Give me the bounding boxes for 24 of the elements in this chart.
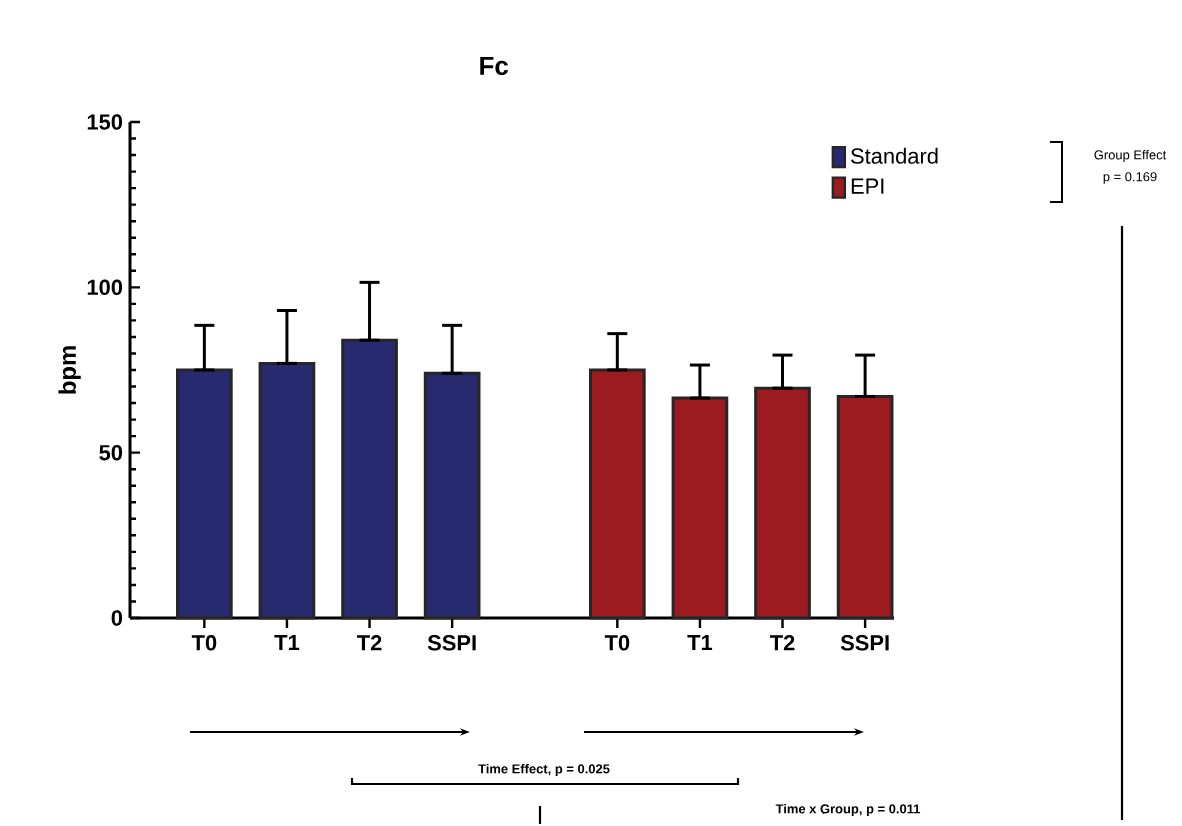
legend-label: EPI <box>851 179 884 195</box>
chart-title: Fc <box>480 57 509 76</box>
bar <box>671 397 729 620</box>
x-tick-label: T1 <box>687 635 713 651</box>
y-tick-label: 100 <box>87 280 123 296</box>
bar <box>423 372 481 620</box>
x-tick-label: T1 <box>274 635 300 651</box>
x-tick-label: T0 <box>604 635 630 651</box>
y-tick-label: 0 <box>111 610 123 627</box>
x-tick-label: SSPI <box>840 635 889 651</box>
x-tick-label: SSPI <box>427 635 476 651</box>
legend-label: Standard <box>851 148 938 165</box>
bar <box>836 395 894 620</box>
bar <box>341 339 398 620</box>
x-tick-label: T2 <box>769 635 795 651</box>
x-tick-label: T0 <box>191 635 217 651</box>
x-tick-label: T2 <box>357 635 382 651</box>
bar <box>588 368 646 620</box>
y-tick-label: 150 <box>87 114 123 131</box>
bar <box>258 362 316 620</box>
y-tick-label: 50 <box>99 445 123 461</box>
y-axis-title: bpm <box>58 346 81 395</box>
bar <box>176 368 233 620</box>
bar <box>754 387 811 620</box>
